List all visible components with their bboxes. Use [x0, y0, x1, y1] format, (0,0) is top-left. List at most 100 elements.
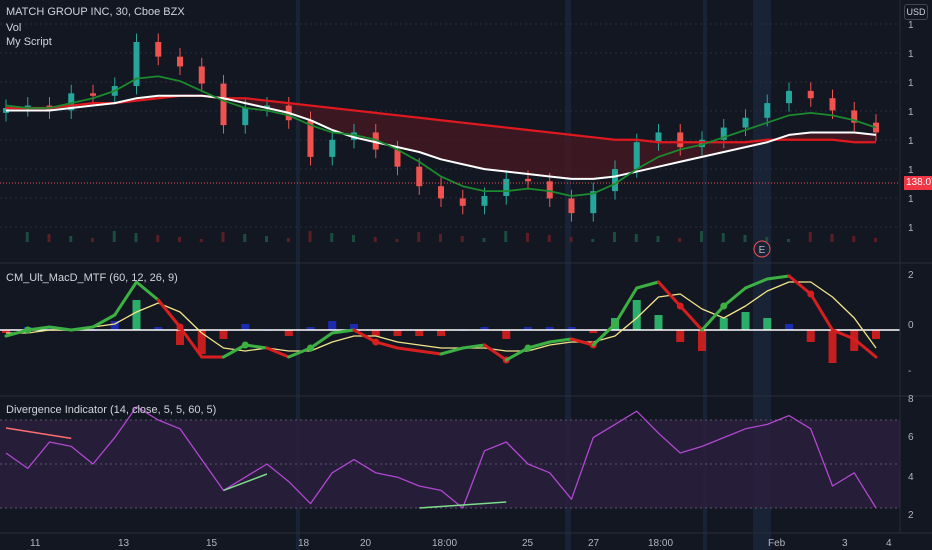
volume-bar: [547, 235, 551, 242]
volume-bar: [330, 233, 334, 242]
macd-line-segment: [461, 343, 486, 350]
macd-line-segment: [287, 346, 312, 359]
macd-line-segment: [374, 340, 399, 350]
candle-body: [612, 169, 618, 192]
volume-bar: [69, 236, 73, 242]
macd-histogram-bar: [741, 312, 750, 330]
bearish-divergence-line: [5, 427, 72, 440]
macd-tick-label: 2: [908, 270, 914, 281]
macd-histogram-bar: [393, 330, 402, 336]
volume-bar: [808, 232, 812, 242]
script-label[interactable]: My Script: [6, 36, 52, 48]
macd-histogram-bar: [241, 324, 250, 330]
candle-body: [786, 90, 792, 104]
vol-label[interactable]: Vol: [6, 22, 22, 34]
macd-line-segment: [243, 343, 269, 350]
macd-line-segment: [613, 286, 639, 326]
macd-histogram-bar: [676, 330, 685, 342]
macd-histogram-bar: [2, 330, 10, 333]
macd-histogram-bar: [306, 327, 315, 330]
candle-body: [394, 149, 401, 167]
time-tick-label: 13: [118, 538, 130, 549]
candle-body: [220, 83, 227, 126]
candle-body: [264, 105, 270, 108]
price-tick-label: 1: [908, 49, 914, 60]
volume-bar: [591, 239, 595, 242]
session-highlight: [703, 0, 707, 550]
volume-bar: [112, 231, 116, 242]
candle-body: [416, 166, 423, 187]
macd-line-segment: [852, 337, 878, 359]
volume-bar: [395, 239, 399, 242]
time-tick-label: 4: [886, 538, 892, 549]
macd-line-segment: [809, 292, 834, 332]
macd-line-segment: [787, 274, 813, 296]
macd-histogram-bar: [415, 330, 424, 336]
candle-body: [633, 142, 640, 170]
macd-line-segment: [178, 325, 204, 359]
macd-tick-label: 0: [908, 320, 914, 331]
price-tick-label: 1: [908, 165, 914, 176]
macd-histogram-bar: [567, 327, 576, 330]
macd-line-segment: [722, 286, 747, 308]
macd-line-segment: [526, 340, 552, 350]
price-tick-label: 1: [908, 194, 914, 205]
candle-body: [655, 132, 662, 143]
candle-body: [590, 191, 597, 214]
divergence-pane[interactable]: [0, 406, 900, 509]
candle-body: [438, 186, 444, 199]
volume-bar: [373, 237, 377, 242]
rsi-line: [5, 406, 877, 509]
price-tick-label: 1: [908, 223, 914, 234]
macd-histogram-bar: [763, 318, 772, 330]
candle-body: [155, 42, 162, 57]
price-tick-label: 1: [908, 107, 914, 118]
time-tick-label: 18:00: [432, 538, 457, 549]
macd-line-segment: [265, 346, 291, 359]
candle-body: [90, 93, 96, 96]
macd-histogram-bar: [872, 330, 880, 339]
ma-slow-line: [6, 94, 876, 144]
macd-histogram-bar: [154, 327, 163, 330]
candle-body: [177, 56, 183, 67]
macd-line-segment: [439, 346, 465, 356]
rsi-tick-label: 4: [908, 472, 914, 483]
volume-bar: [678, 238, 682, 242]
candle-body: [677, 132, 684, 148]
volume-bar: [134, 233, 138, 242]
macd-histogram-bar: [328, 321, 337, 330]
macd-histogram-bar: [719, 318, 728, 330]
macd-pane[interactable]: [0, 274, 900, 364]
macd-legend[interactable]: CM_Ult_MacD_MTF (60, 12, 26, 9): [6, 272, 178, 284]
volume-bar: [874, 238, 877, 242]
macd-histogram-bar: [437, 330, 445, 336]
time-tick-label: 3: [842, 538, 848, 549]
rsi-tick-label: 8: [908, 394, 914, 405]
volume-bar: [482, 238, 486, 242]
macd-histogram-bar: [350, 324, 358, 330]
candle-body: [481, 196, 488, 206]
macd-line-segment: [635, 280, 660, 290]
ma-fast-line: [5, 75, 877, 197]
time-tick-label: 18: [298, 538, 310, 549]
divergence-legend[interactable]: Divergence Indicator (14, close, 5, 5, 6…: [6, 404, 217, 416]
rsi-tick-label: 2: [908, 510, 914, 521]
session-highlight: [753, 0, 771, 550]
candle-body: [24, 105, 31, 108]
macd-histogram-bar: [219, 330, 228, 339]
candle-body: [68, 93, 75, 111]
candle-body: [699, 139, 705, 148]
volume-bar: [569, 237, 573, 242]
volume-bar: [199, 239, 203, 242]
volume-bar: [765, 237, 769, 242]
volume-bar: [178, 237, 181, 242]
price-tick-label: 1: [908, 20, 914, 31]
session-highlight: [296, 0, 300, 550]
volume-bar: [743, 235, 747, 242]
candle-body: [851, 110, 858, 123]
earnings-badge-label: E: [759, 245, 766, 256]
currency-badge[interactable]: USD: [904, 4, 928, 20]
